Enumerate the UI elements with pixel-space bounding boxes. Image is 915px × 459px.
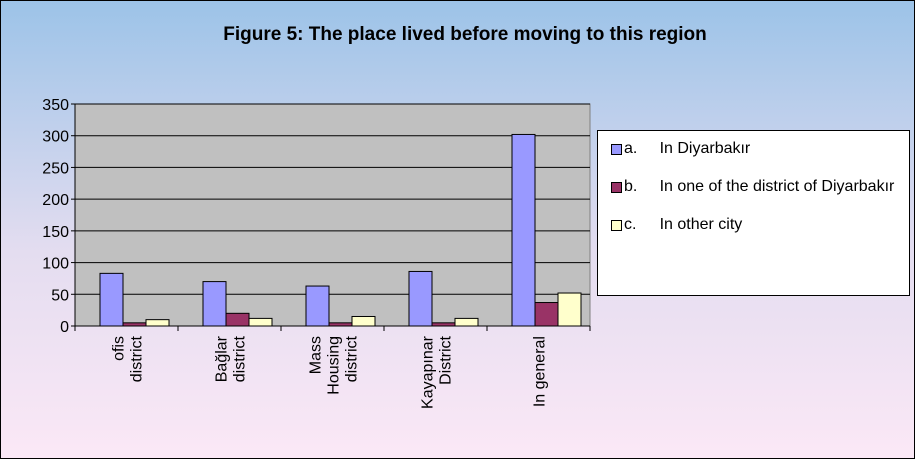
plot-area (74, 103, 591, 327)
legend-item: c. In other city (611, 215, 903, 235)
y-tick-label: 50 (51, 287, 69, 304)
legend-label: a. In Diyarbakır (624, 140, 751, 157)
x-tick-label: Bağlardistrict (214, 335, 249, 382)
y-tick-label: 100 (42, 256, 69, 273)
x-tick-label: MassHousingdistrict (308, 335, 361, 394)
y-tick-label: 0 (60, 319, 69, 336)
y-tick-label: 200 (42, 192, 69, 209)
bar (305, 285, 330, 327)
legend-label: c. In other city (624, 216, 743, 233)
chart-title: Figure 5: The place lived before moving … (223, 24, 707, 45)
y-tick-label: 150 (42, 224, 69, 241)
bar (408, 270, 433, 327)
legend-label: b. In one of the district of Diyarbakır (624, 178, 895, 195)
x-tick-label: ofisdistrict (111, 335, 146, 382)
y-tick-label: 350 (42, 97, 69, 114)
legend-swatch (611, 220, 622, 231)
bar (202, 281, 227, 327)
legend-item: a. In Diyarbakır (611, 139, 903, 159)
bar (351, 315, 376, 327)
bar (248, 317, 273, 327)
y-tick-label: 300 (42, 129, 69, 146)
bar (99, 272, 124, 327)
x-tick-label: KayapınarDistrict (420, 335, 455, 409)
bar (225, 312, 250, 327)
legend-swatch (611, 182, 622, 193)
bar (454, 317, 479, 327)
legend: a. In Diyarbakır b. In one of the distric… (597, 130, 910, 296)
x-tick-label: In general (532, 336, 549, 407)
bar (511, 133, 536, 327)
legend-item: b. In one of the district of Diyarbakır (611, 177, 903, 197)
y-tick-label: 250 (42, 160, 69, 177)
bar (534, 302, 559, 327)
bar (145, 319, 170, 327)
legend-swatch (611, 144, 622, 155)
bar (557, 292, 582, 327)
